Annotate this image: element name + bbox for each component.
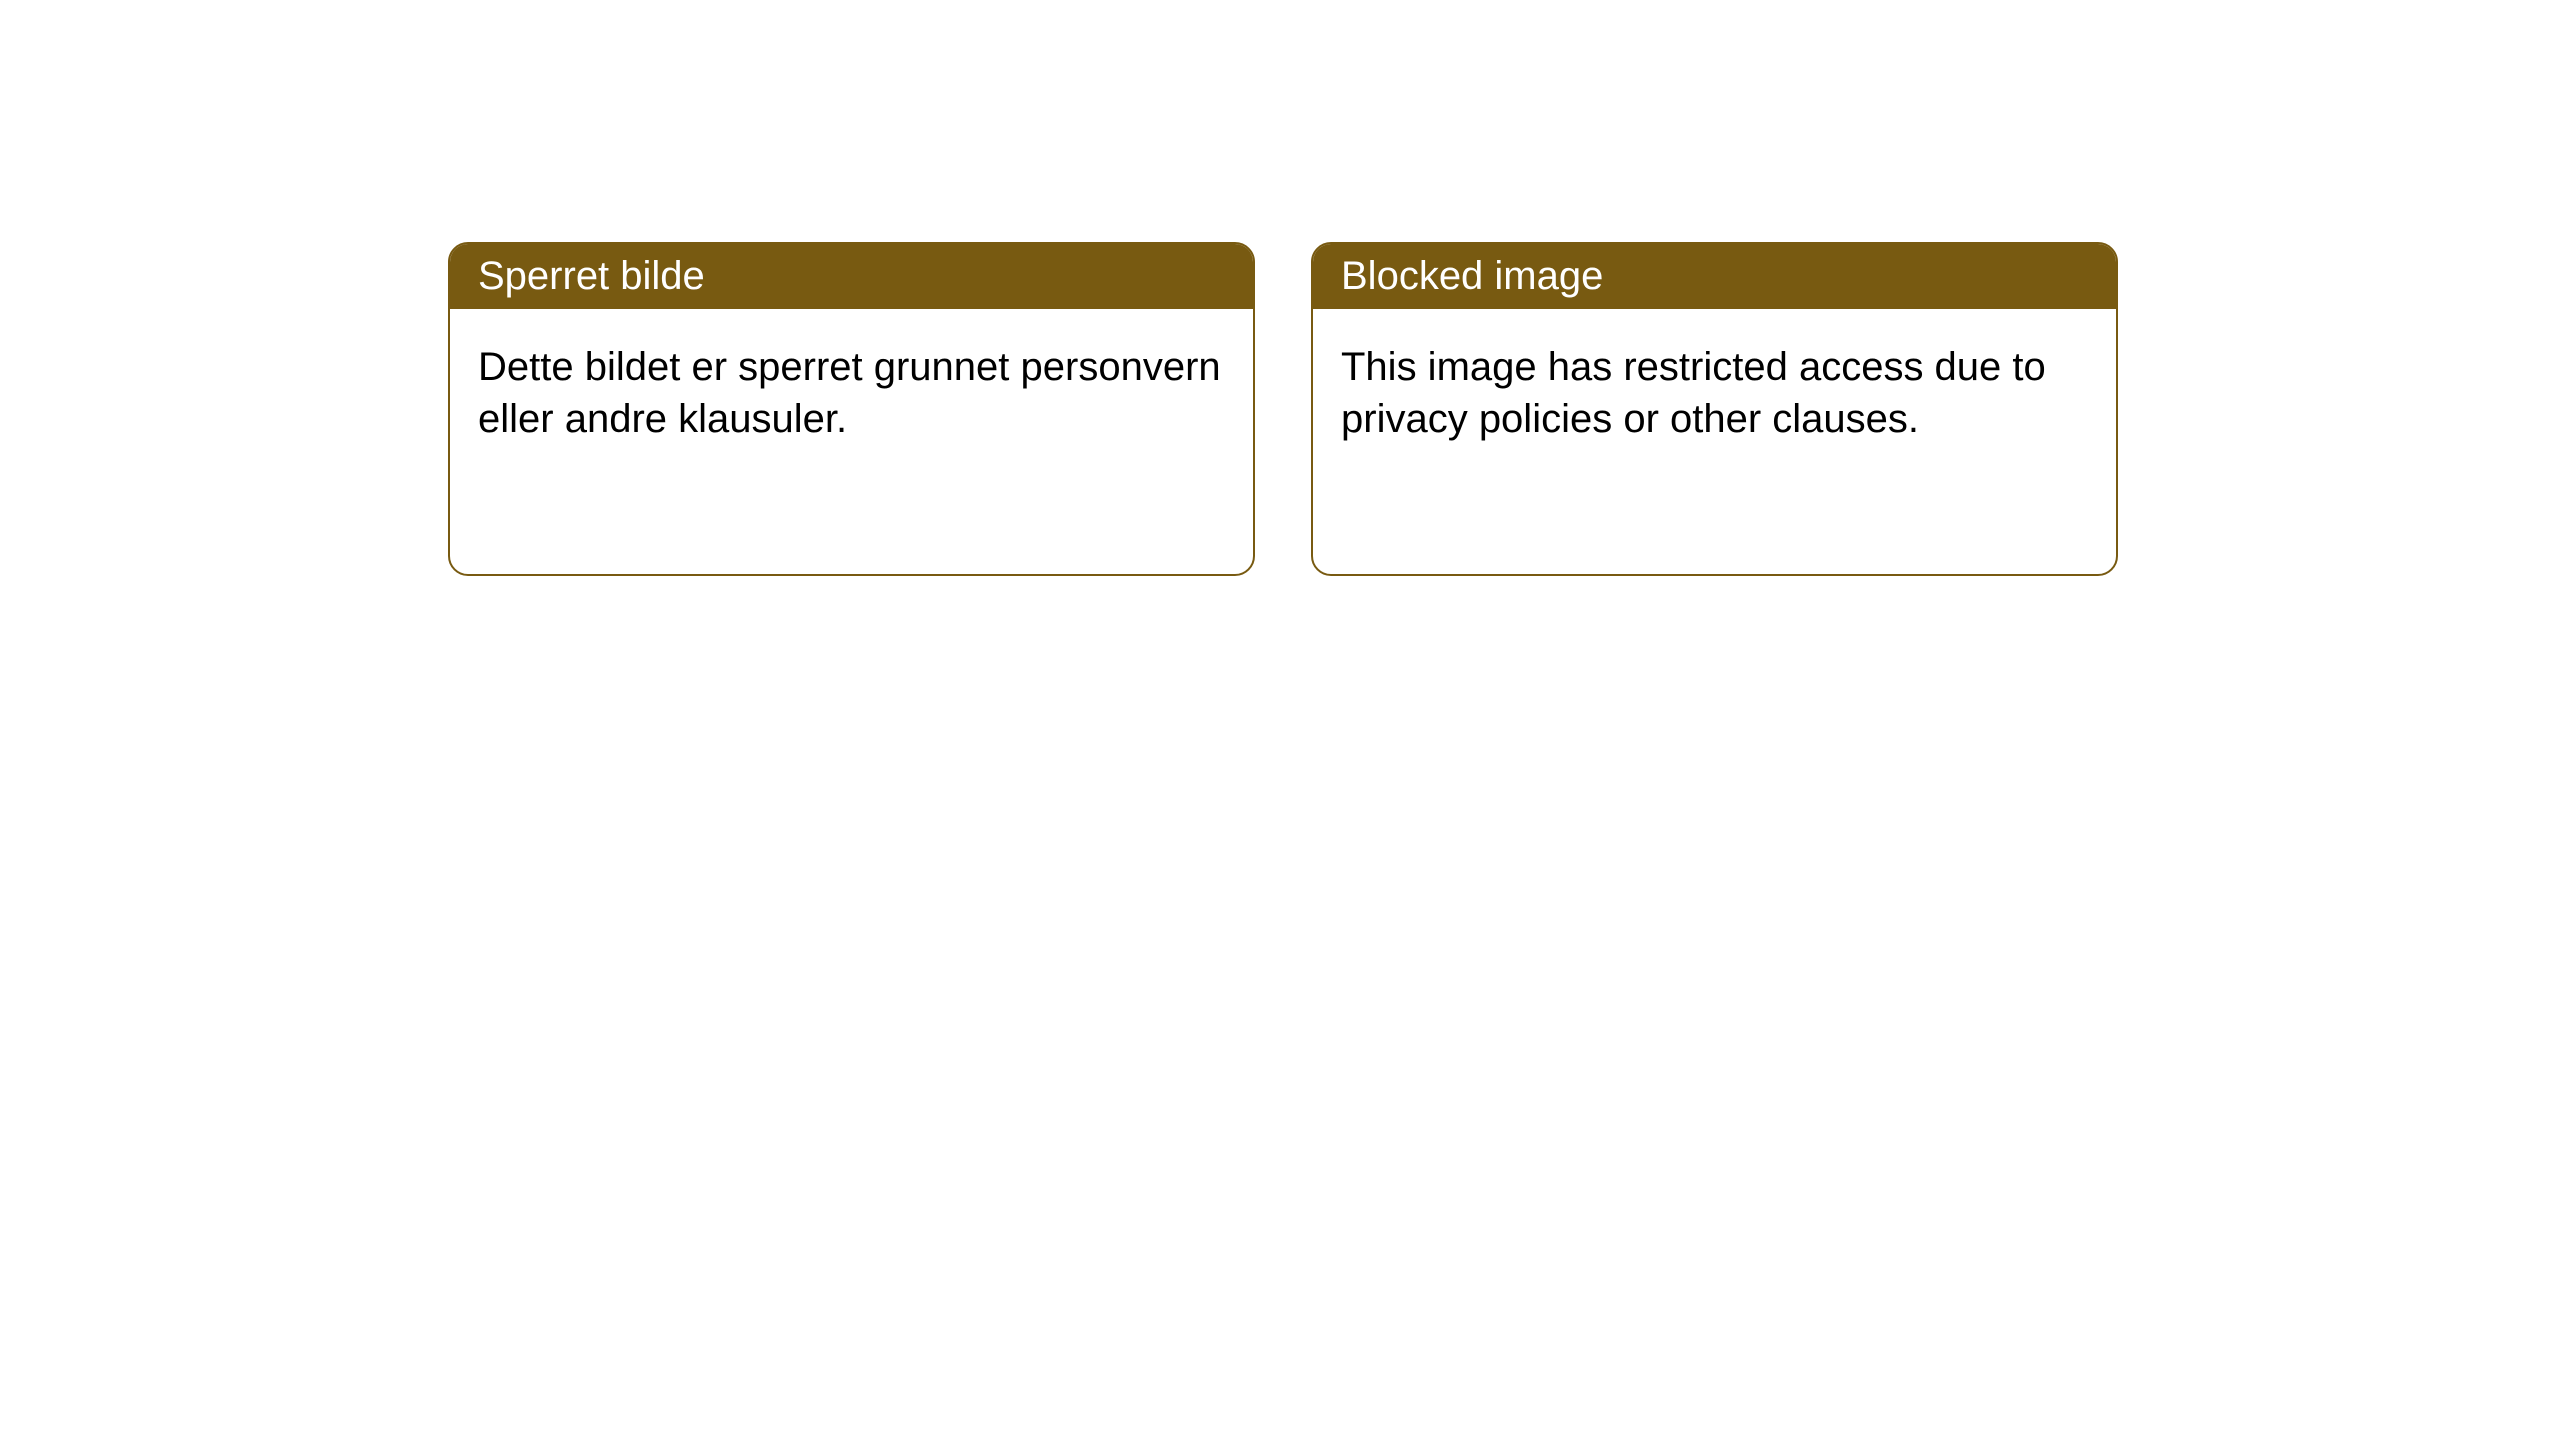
notice-card-en: Blocked image This image has restricted … <box>1311 242 2118 576</box>
notice-body-no: Dette bildet er sperret grunnet personve… <box>450 309 1253 477</box>
notice-body-en: This image has restricted access due to … <box>1313 309 2116 477</box>
notice-card-no: Sperret bilde Dette bildet er sperret gr… <box>448 242 1255 576</box>
notice-container: Sperret bilde Dette bildet er sperret gr… <box>0 0 2560 576</box>
notice-title-en: Blocked image <box>1313 244 2116 309</box>
notice-title-no: Sperret bilde <box>450 244 1253 309</box>
